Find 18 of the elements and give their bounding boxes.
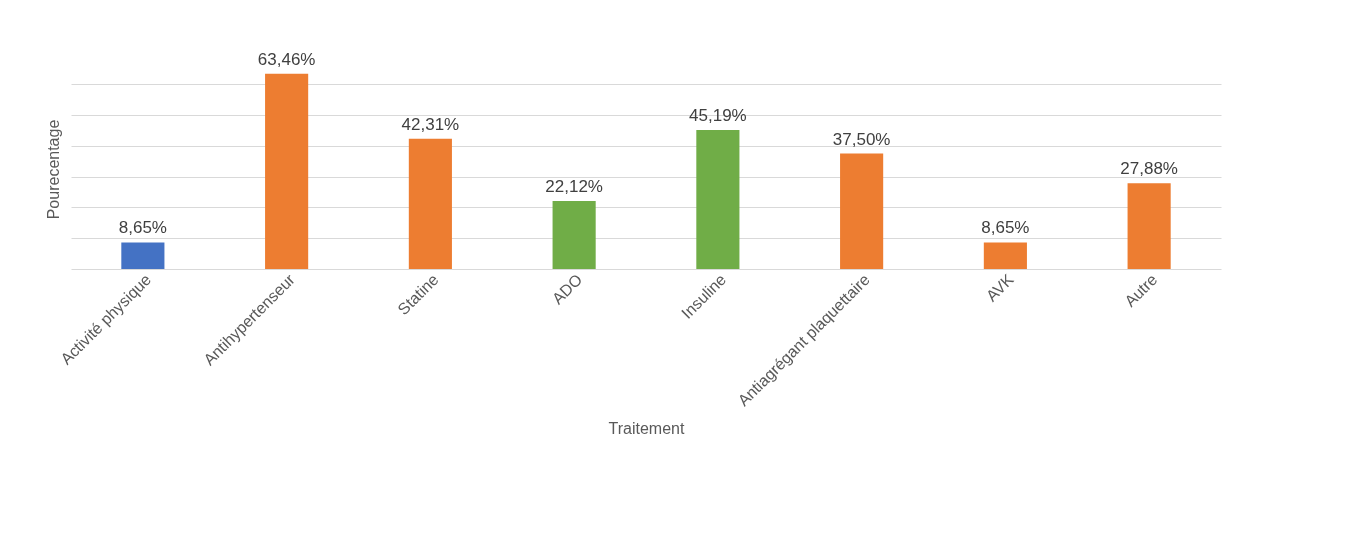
bar — [552, 200, 596, 269]
bar — [1127, 183, 1171, 269]
x-axis-title: Traitement — [608, 420, 685, 438]
data-label: 8,65% — [118, 218, 167, 238]
data-label: 22,12% — [545, 176, 603, 196]
data-label: 42,31% — [401, 114, 460, 134]
y-axis-title: Pourecentage — [44, 119, 62, 220]
bar — [121, 242, 165, 269]
data-label: 27,88% — [1120, 159, 1178, 179]
data-label: 63,46% — [257, 49, 316, 69]
bar — [840, 153, 884, 269]
data-label: 45,19% — [689, 105, 747, 125]
data-label: 8,65% — [981, 218, 1030, 238]
bar — [696, 129, 740, 269]
bar — [408, 138, 452, 269]
bar — [265, 73, 309, 269]
bar — [983, 242, 1027, 269]
data-label: 37,50% — [832, 129, 891, 149]
